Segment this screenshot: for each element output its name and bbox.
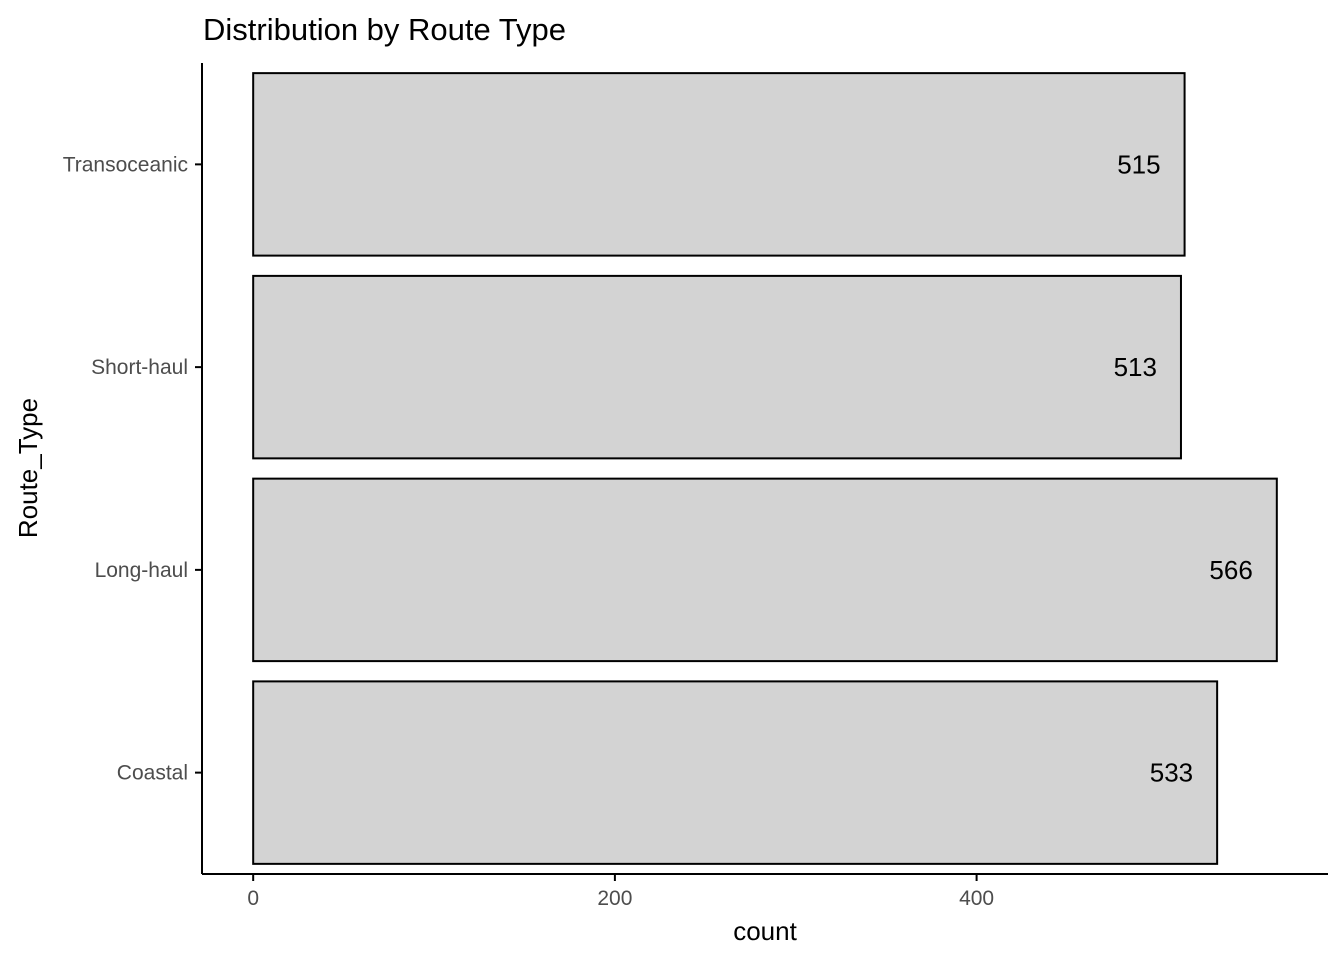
y-tick-label: Short-haul [91, 356, 188, 379]
y-tick-label: Long-haul [95, 559, 188, 582]
bar-short-haul [252, 274, 1182, 460]
bar-coastal [252, 680, 1219, 865]
x-axis-title: count [733, 916, 797, 946]
data-label-short-haul: 513 [1114, 352, 1157, 382]
data-label-long-haul: 566 [1209, 555, 1252, 585]
data-label-transoceanic: 515 [1117, 149, 1160, 179]
y-tick-label: Coastal [117, 762, 188, 785]
x-tick-label: 400 [959, 887, 994, 910]
y-tick-label: Transoceanic [63, 153, 188, 176]
bars-layer: 533 566 513 515 [252, 72, 1278, 865]
bar-long-haul [252, 477, 1278, 663]
bar-transoceanic [252, 72, 1186, 257]
data-label-coastal: 533 [1150, 758, 1193, 788]
ticks-layer: Coastal Long-haul Short-haul Transoceanic 0 2… [63, 153, 994, 910]
y-axis-title: Route_Type [13, 398, 43, 538]
x-tick-label: 200 [597, 887, 632, 910]
x-tick-label: 0 [247, 887, 259, 910]
axes-layer [201, 63, 1328, 875]
chart-title: Distribution by Route Type [203, 12, 566, 47]
